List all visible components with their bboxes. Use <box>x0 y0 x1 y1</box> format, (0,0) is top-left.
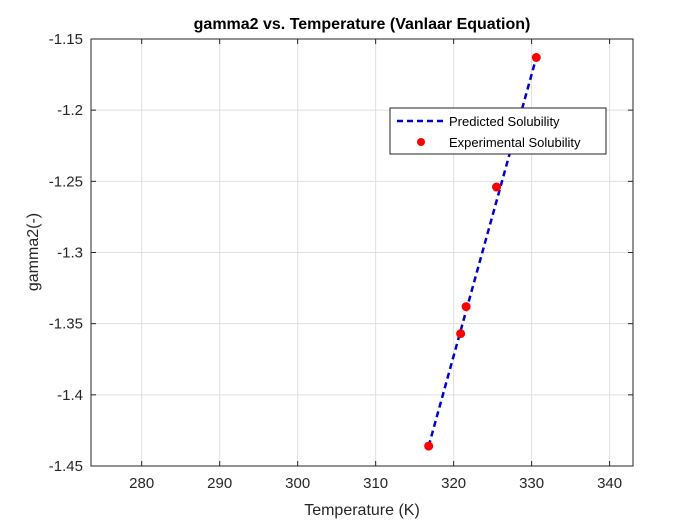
y-tick-label: -1.2 <box>57 102 83 119</box>
y-tick-label: -1.25 <box>49 173 83 190</box>
experimental-solubility-point <box>461 302 471 312</box>
x-tick-label: 280 <box>129 475 154 492</box>
experimental-solubility-point <box>424 441 434 451</box>
legend: Predicted Solubility Experimental Solubi… <box>389 107 607 155</box>
experimental-solubility-point <box>456 329 466 339</box>
y-axis-title: gamma2(-) <box>25 213 42 291</box>
y-tick-label: -1.35 <box>49 316 83 333</box>
legend-experimental-marker <box>417 138 425 146</box>
chart-title: gamma2 vs. Temperature (Vanlaar Equation… <box>194 16 531 33</box>
legend-box <box>389 107 607 155</box>
y-tick-label: -1.4 <box>57 387 83 404</box>
legend-predicted-label: Predicted Solubility <box>449 114 560 129</box>
x-tick-label: 340 <box>597 475 622 492</box>
experimental-solubility-point <box>492 182 502 192</box>
experimental-solubility-point <box>531 53 541 63</box>
ticks: 280 290 300 310 320 330 340 -1.45 -1.4 -1.35 -1.3 -… <box>49 31 633 492</box>
x-tick-label: 320 <box>441 475 466 492</box>
legend-experimental-label: Experimental Solubility <box>449 135 581 150</box>
y-tick-label: -1.15 <box>49 31 83 48</box>
x-axis-title: Temperature (K) <box>304 502 420 519</box>
x-tick-label: 330 <box>519 475 544 492</box>
x-tick-label: 300 <box>285 475 310 492</box>
x-tick-label: 290 <box>207 475 232 492</box>
y-tick-label: -1.3 <box>57 245 83 262</box>
x-tick-label: 310 <box>363 475 388 492</box>
y-tick-label: -1.45 <box>49 458 83 475</box>
